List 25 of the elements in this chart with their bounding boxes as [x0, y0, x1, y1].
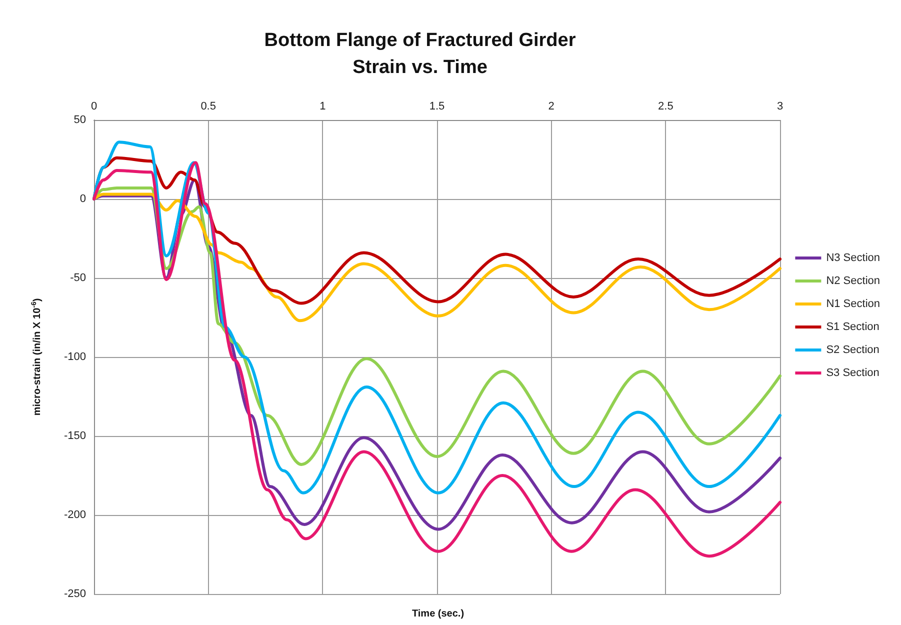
x-tick-label: 2 — [548, 100, 554, 112]
legend-label: N1 Section — [826, 298, 880, 310]
y-tick-label: 0 — [80, 193, 86, 205]
y-tick-label: -50 — [70, 272, 86, 284]
legend-label: S1 Section — [826, 321, 880, 333]
y-tick-label: -100 — [64, 351, 86, 363]
y-tick-label: 50 — [74, 114, 86, 126]
line-series — [92, 192, 782, 322]
y-tick-label: -150 — [64, 430, 86, 442]
legend-label: S2 Section — [826, 344, 880, 356]
x-tick-label: 1.5 — [429, 100, 445, 112]
chart-subtitle: Strain vs. Time — [352, 57, 488, 78]
x-tick-label: 0 — [90, 100, 98, 112]
x-tick-label: 3 — [776, 100, 784, 112]
x-tick-label: 1 — [320, 100, 326, 112]
x-tick-label: 2.5 — [658, 100, 674, 112]
legend-label: N3 Section — [826, 252, 880, 264]
y-tick-label: -250 — [64, 588, 86, 600]
legend-label: S3 Section — [826, 367, 880, 379]
line-series — [92, 140, 782, 494]
x-tick-label: 0.5 — [200, 100, 216, 112]
x-axis-title: Time (sec.) — [412, 608, 464, 620]
y-tick-label: -200 — [64, 509, 86, 521]
chart-title: Bottom Flange of Fractured Girder — [264, 30, 576, 51]
legend-label: N2 Section — [826, 275, 880, 287]
